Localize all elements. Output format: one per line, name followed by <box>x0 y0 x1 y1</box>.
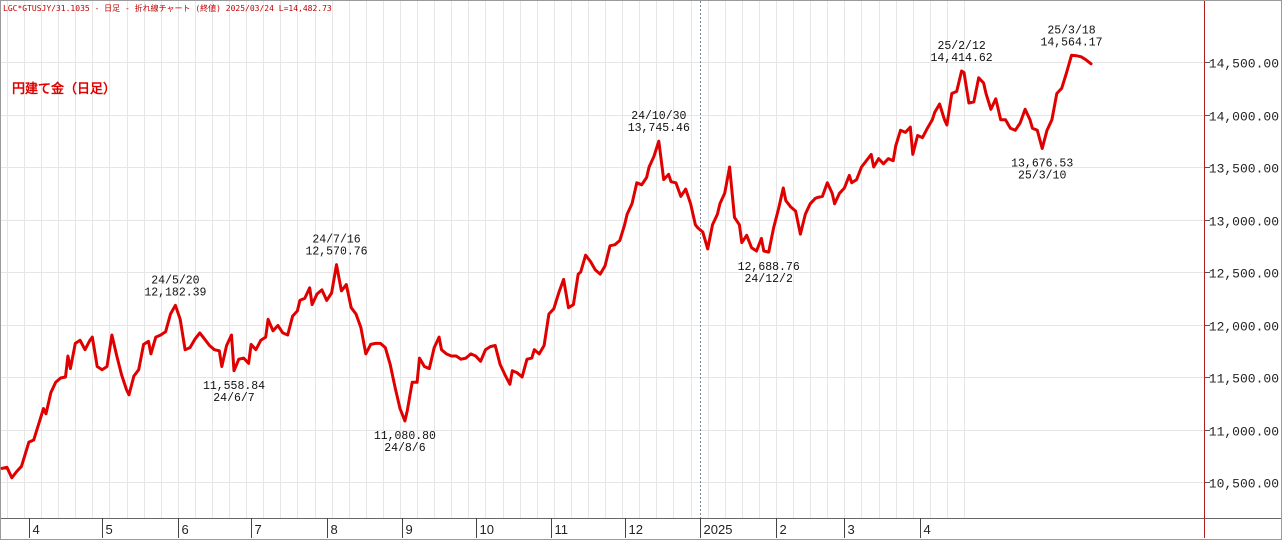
x-tick-label: 4 <box>924 522 931 537</box>
x-tick-label: 2 <box>780 522 787 537</box>
x-tick-label: 12 <box>629 522 643 537</box>
annotation-label: 12,182.39 <box>144 286 206 299</box>
price-series <box>0 53 1093 480</box>
annotation-label: 25/3/10 <box>1018 170 1066 183</box>
x-tick-label: 5 <box>106 522 113 537</box>
annotation-label: 24/10/30 <box>631 110 686 123</box>
x-tick-label: 2025 <box>704 522 733 537</box>
grid-lines <box>1 1 1204 518</box>
annotation-label: 12,688.76 <box>738 261 800 274</box>
x-tick-label: 4 <box>33 522 40 537</box>
annotation-label: 25/2/12 <box>937 40 985 53</box>
y-tick-label: 14,000.00 <box>1209 110 1279 125</box>
x-tick-label: 3 <box>848 522 855 537</box>
y-tick-label: 10,500.00 <box>1209 477 1279 492</box>
y-tick-label: 12,000.00 <box>1209 320 1279 335</box>
annotation-label: 24/8/6 <box>384 442 426 455</box>
annotation-label: 25/3/18 <box>1047 24 1095 37</box>
x-tick-label: 8 <box>331 522 338 537</box>
y-tick-label: 13,000.00 <box>1209 215 1279 230</box>
annotation-label: 14,564.17 <box>1040 36 1102 49</box>
x-tick-label: 11 <box>555 522 569 537</box>
price-line <box>0 53 1093 480</box>
x-tick-label: 7 <box>255 522 262 537</box>
y-axis-ticks: 10,500.00 11,000.00 11,500.00 12,000.00 12,5… <box>1209 57 1279 492</box>
x-axis-ticks: 4 5 6 7 8 9 10 11 12 2025 2 3 4 <box>33 522 931 537</box>
y-tick-label: 12,500.00 <box>1209 267 1279 282</box>
annotation-label: 24/12/2 <box>745 273 793 286</box>
y-tick-label: 13,500.00 <box>1209 162 1279 177</box>
annotation-label: 24/5/20 <box>151 274 199 287</box>
x-tick-label: 10 <box>480 522 494 537</box>
annotation-label: 24/7/16 <box>312 234 360 247</box>
annotation-label: 11,558.84 <box>203 380 265 393</box>
annotation-label: 13,676.53 <box>1011 158 1073 171</box>
annotations: 24/5/2012,182.3911,558.8424/6/724/7/1612… <box>144 24 1102 455</box>
y-tick-label: 11,500.00 <box>1209 372 1279 387</box>
y-tick-label: 11,000.00 <box>1209 425 1279 440</box>
annotation-label: 13,745.46 <box>628 122 690 135</box>
chart-title: 円建て金（日足） <box>12 81 116 97</box>
header-info-line: LGC*GTUSJY/31.1035 - 日足 - 折れ線チャート (終値) 2… <box>3 3 332 13</box>
y-tick-label: 14,500.00 <box>1209 57 1279 72</box>
annotation-label: 14,414.62 <box>931 52 993 65</box>
annotation-label: 11,080.80 <box>374 430 436 443</box>
x-tick-label: 6 <box>182 522 189 537</box>
annotation-label: 12,570.76 <box>305 246 367 259</box>
x-tick-label: 9 <box>406 522 413 537</box>
annotation-label: 24/6/7 <box>213 392 254 405</box>
